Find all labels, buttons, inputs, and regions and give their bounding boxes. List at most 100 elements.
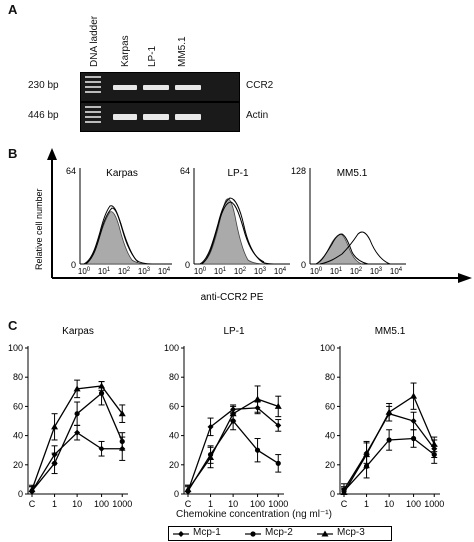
svg-text:102: 102: [234, 267, 247, 276]
histogram-ymax: 64: [180, 166, 190, 176]
y-tick-label: 80: [169, 372, 179, 382]
svg-text:100: 100: [194, 267, 207, 276]
data-point-mcp-1: [275, 422, 282, 429]
data-point-mcp-3: [207, 454, 215, 460]
x-tick-label: 1000: [424, 499, 444, 509]
histogram-title: LP-1: [227, 168, 249, 179]
gel-lane-label-ladder: DNA ladder: [89, 15, 100, 67]
y-tick-label: 60: [13, 401, 23, 411]
histogram-karpas: Karpas 64 0 100 101 102 103 104: [66, 166, 172, 276]
series-line-mcp-1: [31, 431, 123, 492]
svg-text:100: 100: [310, 267, 323, 276]
y-tick-label: 0: [18, 489, 23, 499]
x-tick-label: 100: [250, 499, 265, 509]
data-point-mcp-3: [410, 392, 418, 399]
data-point-mcp-3: [28, 486, 36, 493]
y-tick-label: 80: [325, 372, 335, 382]
x-tick-label: C: [341, 499, 348, 509]
chart-title: Karpas: [62, 326, 94, 337]
data-point-mcp-2: [74, 411, 80, 417]
svg-text:104: 104: [274, 267, 287, 276]
y-tick-label: 40: [13, 431, 23, 441]
gel-gene-label-ccr2: CCR2: [246, 80, 274, 91]
data-point-mcp-2: [386, 437, 392, 443]
series-line-mcp-1: [343, 412, 435, 490]
histogram-ymin: 0: [301, 260, 306, 270]
svg-text:103: 103: [254, 267, 267, 276]
y-tick-label: 20: [169, 460, 179, 470]
histogram-ymax: 128: [291, 166, 306, 176]
legend: Mcp-1 Mcp-2 Mcp-3: [168, 526, 392, 541]
gel-lane-label-mm51: MM5.1: [177, 36, 188, 67]
y-tick-label: 20: [13, 460, 23, 470]
svg-text:104: 104: [390, 267, 403, 276]
histogram-x-ticks: 100 101 102 103 104: [78, 267, 171, 276]
data-point-mcp-2: [275, 460, 281, 466]
panel-c-letter: C: [8, 318, 18, 333]
svg-text:101: 101: [214, 267, 227, 276]
data-point-mcp-2: [98, 390, 105, 396]
panel-b-letter: B: [8, 146, 18, 161]
data-point-mcp-1: [207, 423, 214, 430]
histogram-mm51: MM5.1 128 0 100 101 102 103 104: [291, 166, 406, 276]
y-tick-label: 40: [169, 431, 179, 441]
y-tick-label: 60: [325, 401, 335, 411]
svg-text:100: 100: [78, 267, 91, 276]
svg-text:102: 102: [118, 267, 131, 276]
data-point-mcp-1: [74, 429, 81, 436]
x-axis-title: Chemokine concentration (ng ml⁻¹): [176, 509, 332, 520]
histogram-title: Karpas: [106, 168, 138, 179]
data-point-mcp-2: [254, 447, 261, 453]
data-point-mcp-3: [229, 410, 237, 417]
data-point-mcp-3: [98, 382, 106, 389]
legend-entry-mcp1: Mcp-1: [193, 527, 221, 538]
data-point-mcp-3: [51, 423, 59, 430]
gel-lane-label-karpas: Karpas: [120, 35, 131, 67]
histogram-y-label: Relative cell number: [34, 188, 44, 270]
series-line-mcp-2: [187, 419, 279, 492]
data-point-mcp-3: [118, 410, 126, 417]
x-tick-label: C: [185, 499, 192, 509]
y-tick-label: 20: [325, 460, 335, 470]
y-tick-label: 40: [325, 431, 335, 441]
flow-histograms: Relative cell number anti-CCR2 PE Karpas…: [34, 148, 472, 303]
y-axis-arrow: [47, 148, 57, 160]
y-tick-label: 0: [174, 489, 179, 499]
x-tick-label: 10: [228, 499, 238, 509]
histogram-x-label: anti-CCR2 PE: [201, 292, 264, 303]
panel-a-letter: A: [8, 2, 18, 17]
x-tick-label: 1: [52, 499, 57, 509]
legend-entry-mcp2: Mcp-2: [265, 527, 293, 538]
data-point-mcp-3: [274, 402, 282, 409]
data-point-mcp-3: [430, 440, 438, 447]
x-tick-label: 1000: [268, 499, 288, 509]
data-point-mcp-1: [410, 418, 417, 424]
svg-text:101: 101: [330, 267, 343, 276]
gel-size-label-actin: 446 bp: [28, 110, 59, 121]
data-point-mcp-3: [340, 489, 348, 496]
chart-title: LP-1: [223, 326, 245, 337]
x-axis-arrow: [458, 273, 472, 283]
histogram-x-ticks: 100 101 102 103 104: [194, 267, 287, 276]
histogram-ymin: 0: [185, 260, 190, 270]
x-tick-label: 1: [364, 499, 369, 509]
svg-text:103: 103: [138, 267, 151, 276]
data-point-mcp-2: [119, 438, 125, 445]
x-tick-label: 1: [208, 499, 213, 509]
y-tick-label: 100: [8, 343, 23, 353]
y-tick-label: 60: [169, 401, 179, 411]
chart-title: MM5.1: [375, 326, 406, 337]
svg-text:103: 103: [370, 267, 383, 276]
gel-lane-label-lp1: LP-1: [147, 45, 158, 67]
x-tick-label: 10: [384, 499, 394, 509]
data-point-mcp-3: [363, 451, 371, 458]
gel-size-label-ccr2: 230 bp: [28, 80, 59, 91]
data-point-mcp-1: [98, 445, 105, 452]
svg-text:101: 101: [98, 267, 111, 276]
histogram-lp1: LP-1 64 0 100 101 102 103 104: [180, 166, 290, 276]
x-tick-label: 10: [72, 499, 82, 509]
gel-image-ccr2: [80, 72, 240, 102]
y-tick-label: 100: [320, 343, 335, 353]
x-tick-label: 100: [406, 499, 421, 509]
